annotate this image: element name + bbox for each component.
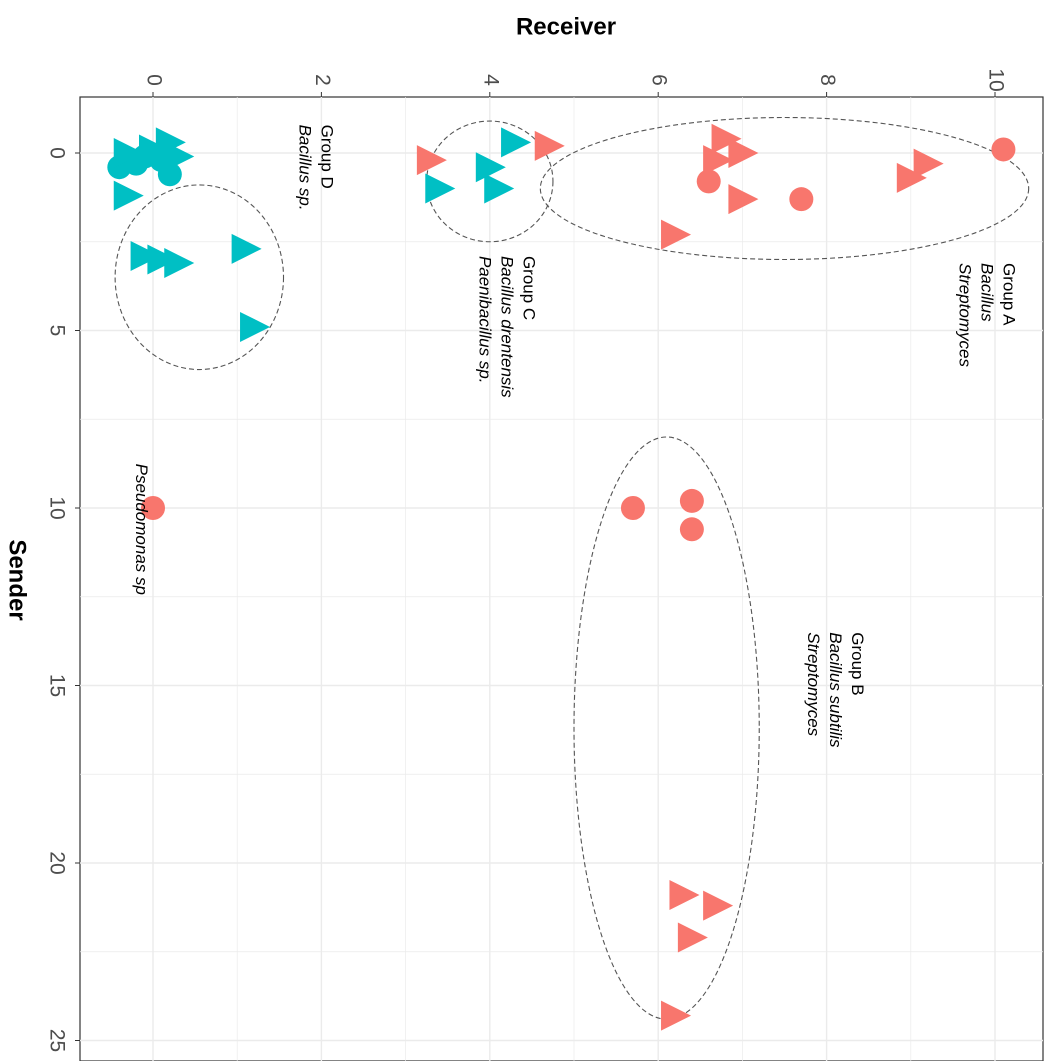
group-label-line: Streptomyces	[804, 632, 823, 736]
data-point-circle	[620, 496, 645, 520]
data-point-triangle	[416, 145, 447, 176]
data-points	[107, 123, 1016, 1031]
group-c-label: Group CBacillus drentensisPaenibacillus …	[475, 256, 538, 398]
data-point-triangle	[155, 127, 186, 158]
data-point-triangle	[534, 130, 565, 161]
group-a-ellipse	[539, 116, 1030, 261]
x-tick-label: 6	[648, 74, 671, 86]
x-tick-label: 2	[311, 74, 334, 86]
data-point-triangle	[728, 138, 759, 168]
data-point-triangle	[661, 1000, 692, 1031]
data-point-triangle	[475, 152, 506, 183]
data-point-circle	[696, 169, 721, 194]
x-axis-title: Receiver	[516, 13, 616, 40]
group-label-line: Group A	[999, 263, 1018, 326]
group-d-label: Group DBacillus sp.	[295, 125, 336, 211]
group-label-line: Streptomyces	[955, 263, 974, 367]
group-label-line: Paenibacillus sp.	[475, 256, 494, 384]
x-tick-label: 0	[142, 74, 165, 86]
group-label-line: Bacillus drentensis	[497, 256, 516, 398]
data-point-triangle	[130, 240, 161, 271]
data-point-triangle	[164, 141, 195, 172]
data-point-circle	[157, 162, 182, 187]
y-tick-label: 15	[45, 674, 68, 697]
data-point-triangle	[677, 922, 708, 953]
data-point-triangle	[425, 173, 456, 204]
y-axis-title: Sender	[4, 539, 31, 620]
group-label-line: Group C	[519, 256, 538, 320]
data-point-triangle	[669, 879, 700, 910]
y-tick-label: 10	[45, 496, 68, 519]
y-tick-label: 20	[45, 851, 68, 874]
data-point-triangle	[501, 127, 532, 158]
data-point-triangle	[139, 134, 169, 165]
pseudomonas-label: Pseudomonas sp	[132, 464, 151, 595]
data-point-triangle	[113, 180, 144, 211]
group-label-line: Bacillus subtilis	[826, 632, 845, 748]
x-tick-label: 8	[816, 74, 839, 86]
data-point-triangle	[240, 311, 271, 342]
data-point-circle	[789, 187, 814, 212]
y-tick-label: 5	[45, 325, 68, 337]
x-tick-label: 10	[984, 68, 1007, 91]
data-point-circle	[141, 496, 165, 520]
data-point-triangle	[484, 173, 515, 204]
y-tick-label: 0	[45, 147, 68, 159]
data-point-triangle	[703, 890, 734, 921]
data-point-circle	[991, 137, 1016, 162]
data-point-triangle	[703, 145, 734, 176]
group-d-ellipse	[114, 184, 285, 371]
data-point-circle	[679, 517, 704, 542]
data-point-triangle	[164, 248, 195, 279]
y-tick-label: 25	[45, 1029, 68, 1052]
group-label-line: Group B	[848, 632, 867, 695]
group-label-line: Bacillus	[977, 263, 996, 322]
data-point-circle	[679, 488, 704, 513]
data-point-triangle	[661, 219, 692, 250]
data-point-triangle	[147, 244, 178, 275]
group-label-line: Bacillus sp.	[295, 125, 314, 211]
data-point-triangle	[896, 162, 927, 193]
group-a-label: Group ABacillusStreptomyces	[955, 263, 1018, 367]
data-point-triangle	[711, 123, 742, 154]
data-point-triangle	[728, 184, 759, 215]
data-point-triangle	[913, 148, 944, 179]
x-tick-label: 4	[479, 74, 502, 86]
data-point-triangle	[231, 233, 262, 264]
x-axis: 0 2 4 6 8 10	[142, 68, 1007, 97]
y-axis: 0 5 10 15 20 25	[45, 147, 80, 1052]
group-b-label: Group BBacillus subtilisStreptomyces	[804, 632, 867, 748]
data-point-triangle	[113, 138, 144, 168]
group-label-line: Group D	[317, 125, 336, 189]
